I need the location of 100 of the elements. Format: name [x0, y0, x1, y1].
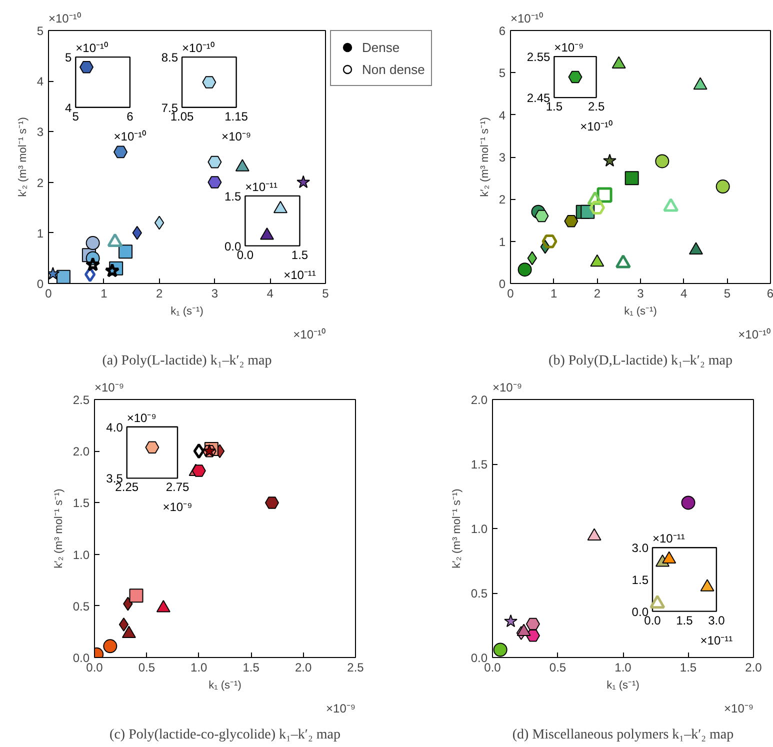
y-tick-label: 2 [36, 176, 44, 190]
x-tick-label: 1.0 [614, 660, 632, 674]
legend-label: Dense [362, 40, 400, 54]
annotation: ×10⁻⁹ [222, 129, 252, 144]
point [693, 77, 708, 90]
y-tick-label: 3 [36, 125, 44, 140]
text: ×10⁻⁹ [492, 380, 522, 394]
point [655, 154, 670, 168]
y-tick-label: 1.5 [72, 496, 90, 510]
point [129, 588, 144, 603]
y-tick-label: 2.0 [72, 444, 90, 459]
point [296, 175, 310, 188]
point [192, 464, 206, 477]
annotation: ×10⁻¹¹ [245, 180, 278, 194]
y-tick-label: 0.5 [72, 599, 90, 614]
y-axis-title: k′₂ (m³ mol⁻¹ s⁻¹) [478, 117, 491, 197]
annotation: ×10⁻¹⁰ [182, 41, 214, 56]
point [208, 176, 222, 188]
y-tick-label: 1.5 [632, 572, 649, 587]
text: ×10⁻⁹ [94, 380, 124, 394]
point [603, 154, 616, 167]
x-tick-label: 3.0 [708, 613, 726, 628]
text: (a) Poly(L-lactide) k₁–k′₂ map [102, 354, 272, 368]
y-tick-label: 1 [498, 234, 506, 249]
x-tick-label: 4 [680, 286, 688, 300]
annotation: ×10⁻⁹ [162, 500, 192, 514]
x-tick-label: 0 [507, 286, 514, 300]
point [85, 257, 100, 272]
x-tick-label: 2.75 [166, 480, 190, 494]
x-tick-label: 0.5 [549, 660, 566, 674]
text: ×10⁻¹⁰ [48, 12, 81, 26]
point [118, 617, 129, 632]
annotation: ×10⁻⁹ [126, 410, 156, 425]
x-tick-label: 0.0 [86, 660, 104, 674]
text: (b) Poly(D,L-lactide) k₁–k′₂ map [548, 354, 732, 368]
point [716, 180, 730, 194]
x-tick-label: 2.5 [347, 660, 364, 674]
point [118, 244, 133, 259]
point [542, 234, 558, 248]
point [534, 210, 549, 222]
point [493, 642, 508, 657]
x-tick-label: 1.5 [680, 660, 697, 674]
x-tick-label: 1.15 [224, 109, 248, 124]
point [193, 443, 204, 459]
y-axis-title: k′₂ (m³ mol⁻¹ s⁻¹) [52, 488, 65, 568]
y-tick-label: 0.5 [470, 586, 488, 600]
annotation: ×10⁻¹¹ [652, 532, 685, 546]
text: (c) Poly(lactide-co-glycolide) k₁–k′₂ map [110, 728, 340, 742]
annotation: ×10⁻⁹ [554, 40, 584, 55]
point [681, 496, 696, 510]
y-tick-label: 2 [498, 192, 506, 207]
text: ×10⁻¹⁰ [293, 328, 326, 342]
point [518, 262, 532, 277]
annotation: ×10⁻¹⁰ [76, 41, 108, 56]
y-tick-label: 1 [36, 226, 44, 240]
y-tick-label: 5 [36, 24, 44, 38]
legend-label: Non dense [362, 62, 425, 76]
y-tick-label: 1.0 [470, 522, 488, 536]
point [103, 639, 118, 654]
y-tick-label: 4.0 [106, 420, 124, 434]
text: ×10⁻¹⁰ [510, 12, 543, 26]
x-axis-title: k₁ (s⁻¹) [624, 306, 657, 318]
y-tick-label: 0 [498, 277, 506, 291]
point [104, 263, 120, 278]
y-tick-label: 2.55 [526, 50, 551, 64]
point [612, 56, 626, 68]
x-tick-label: 6 [126, 109, 134, 124]
y-tick-label: 1.5 [470, 458, 488, 472]
y-tick-label: 8.5 [161, 50, 178, 65]
x-tick-label: 1.5 [676, 613, 694, 628]
x-tick-label: 1.5 [242, 660, 260, 674]
x-tick-label: 2.0 [745, 660, 762, 674]
x-tick-label: 0 [45, 286, 52, 300]
annotation: ×10⁻¹¹ [284, 268, 316, 282]
x-tick-label: 1.0 [190, 660, 208, 674]
text: ×10⁻¹⁰ [738, 328, 771, 342]
x-tick-label: 3 [211, 286, 218, 300]
y-axis-title: k′₂ (m³ mol⁻¹ s⁻¹) [450, 488, 463, 568]
y-tick-label: 2.5 [72, 393, 90, 407]
x-axis-title: k₁ (s⁻¹) [208, 680, 242, 692]
x-axis-title: k₁ (s⁻¹) [606, 680, 640, 692]
y-tick-label: 3.0 [632, 541, 649, 556]
y-tick-label: 6 [498, 24, 506, 38]
annotation: ×10⁻¹¹ [700, 633, 733, 648]
text: (d) Miscellaneous polymers k₁–k′₂ map [512, 728, 734, 742]
annotation: ×10⁻¹⁰ [114, 129, 146, 144]
point [662, 551, 676, 564]
y-tick-label: 5 [498, 66, 506, 80]
y-tick-label: 4 [36, 74, 44, 89]
annotation: ×10⁻¹⁰ [580, 120, 612, 134]
text: ×10⁻⁹ [326, 702, 356, 716]
point [504, 614, 518, 628]
x-tick-label: 5 [724, 286, 731, 300]
point [624, 171, 639, 186]
y-tick-label: 2.0 [470, 393, 488, 407]
point [700, 579, 714, 592]
x-tick-label: 2 [594, 286, 601, 300]
point [86, 236, 100, 250]
y-tick-label: 3 [498, 150, 506, 164]
y-tick-label: 0 [36, 277, 44, 291]
